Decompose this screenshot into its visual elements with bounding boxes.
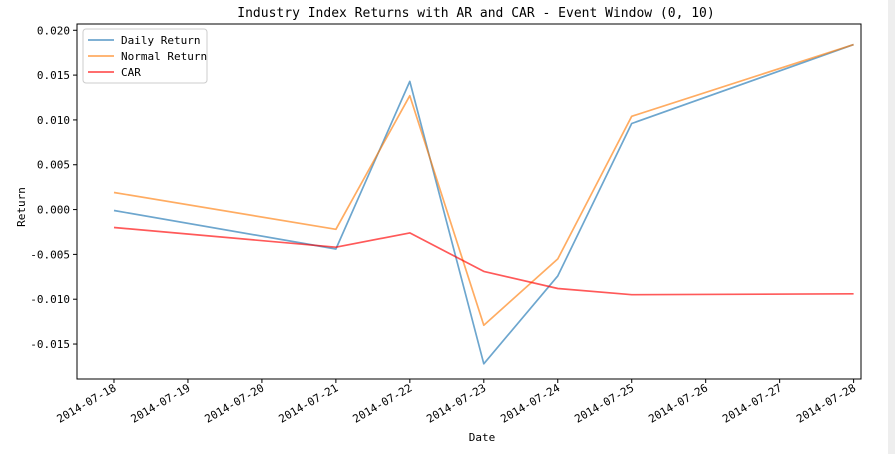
y-axis: 0.020 0.015 0.010 0.005 0.000 -0.005 -0.010 -0.… [30, 24, 77, 351]
y-tick-label: 0.015 [37, 69, 70, 82]
legend-entry: Daily Return [121, 34, 200, 47]
series-line-1 [113, 43, 854, 327]
series-layer [113, 43, 854, 365]
y-tick-label: -0.010 [30, 293, 70, 306]
x-tick-label: 2014-07-19 [129, 381, 193, 425]
x-axis-label: Date [469, 431, 496, 444]
x-tick-label: 2014-07-18 [55, 381, 119, 425]
y-tick-label: -0.015 [30, 338, 70, 351]
chart-title: Industry Index Returns with AR and CAR -… [237, 6, 714, 21]
x-axis: 2014-07-18 2014-07-19 2014-07-20 2014-07-21… [55, 379, 858, 426]
y-axis-label: Return [15, 187, 28, 227]
legend-entry: Normal Return [121, 50, 207, 63]
y-tick-label: 0.005 [37, 159, 70, 172]
x-tick-label: 2014-07-24 [498, 381, 562, 426]
x-tick-label: 2014-07-27 [720, 381, 784, 425]
x-tick-label: 2014-07-20 [203, 381, 267, 425]
legend: Daily Return Normal Return CAR [82, 28, 208, 84]
legend-entry: CAR [121, 66, 141, 79]
series-line-2 [113, 226, 854, 296]
x-tick-label: 2014-07-23 [424, 381, 488, 425]
y-tick-label: 0.000 [37, 204, 70, 217]
x-tick-label: 2014-07-21 [277, 381, 341, 425]
plot-area-frame [76, 23, 862, 380]
x-tick-label: 2014-07-28 [794, 381, 858, 425]
y-tick-label: 0.020 [37, 24, 70, 37]
y-tick-label: -0.005 [30, 248, 70, 261]
window-edge [888, 0, 895, 454]
x-tick-label: 2014-07-26 [646, 381, 710, 425]
series-line-0 [113, 43, 854, 365]
x-tick-label: 2014-07-25 [572, 381, 636, 425]
y-tick-label: 0.010 [37, 114, 70, 127]
x-tick-label: 2014-07-22 [350, 381, 414, 425]
legend-frame [82, 28, 208, 84]
